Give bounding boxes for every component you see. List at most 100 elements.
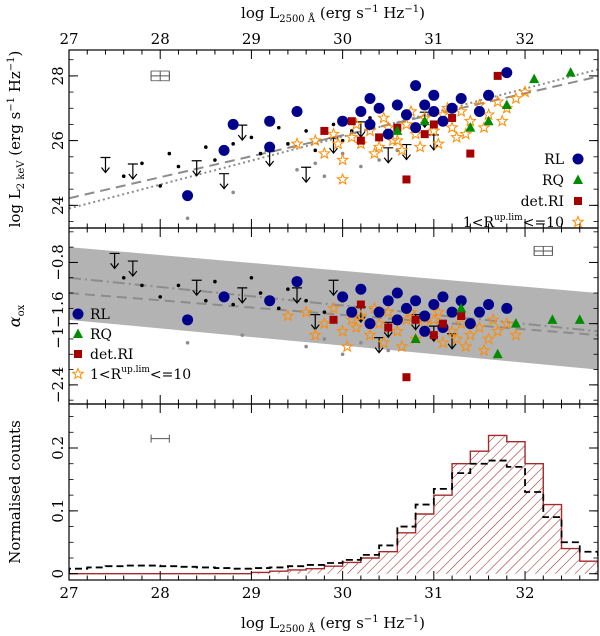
x-tick-label: 29	[242, 584, 261, 602]
error-bar-middle	[533, 245, 553, 256]
point-smallblack-1	[140, 161, 144, 166]
plot-area-top	[69, 67, 598, 221]
point-RL-1	[218, 144, 230, 156]
point-1Ruplim10-27	[395, 143, 409, 156]
point-1Ruplim10-29	[459, 127, 473, 140]
point-graysmall-4	[322, 174, 327, 179]
point-graysmall-2	[295, 167, 299, 172]
top-y-sub: 2 keV	[16, 160, 27, 190]
legend-marker-1	[573, 174, 583, 184]
point-RQ-4	[456, 302, 467, 313]
point-RL-23	[410, 80, 422, 92]
point-RQ-1	[483, 115, 494, 126]
top-axis-exp2: −1	[404, 4, 419, 15]
point-1Ruplim10-20	[481, 332, 496, 345]
y-tick-label: −2.4	[49, 367, 67, 403]
point-RL-6	[373, 306, 385, 318]
point-smallblack-8	[249, 135, 254, 140]
point-1Ruplim10-8	[372, 140, 386, 153]
legend-label-1: RQ	[90, 327, 112, 343]
point-RL-11	[419, 310, 431, 322]
point-graysmall-2	[304, 344, 308, 349]
point-smallblack-4	[176, 164, 181, 169]
point-smallblack-7	[231, 142, 235, 146]
point-smallblack-2	[158, 184, 163, 188]
point-RL-17	[446, 102, 458, 114]
point-smallblack-9	[276, 306, 281, 311]
point-1Ruplim10-24	[308, 328, 322, 341]
point-RQ-1	[547, 314, 558, 324]
legend-middle: RL RQ det.RI 1<Rup.lim<=10	[71, 307, 191, 383]
x-tick-label: 27	[59, 584, 78, 602]
top-panel-y-title: log L2 keV (erg s−1 Hz−1)	[6, 51, 27, 228]
point-RQ-0	[465, 122, 476, 132]
y-tick-label: 0.1	[49, 499, 67, 523]
point-1Ruplim10-34	[450, 332, 464, 345]
point-1Ruplim10-23	[509, 328, 523, 341]
point-RL-17	[483, 299, 495, 311]
point-graysmall-3	[313, 161, 318, 166]
point-RL-24	[428, 89, 440, 101]
point-RL-7	[355, 105, 367, 117]
top-y-exp2: −1	[6, 56, 17, 71]
point-RQ-5	[410, 333, 421, 343]
legend-label-1: RQ	[542, 173, 564, 189]
point-RQ-3	[529, 73, 540, 84]
point-1Ruplim10-16	[445, 324, 459, 337]
bottom-axis-end: )	[419, 614, 425, 632]
point-1Ruplim10-39	[413, 140, 427, 153]
point-RL-13	[410, 122, 422, 134]
point-RQ-6	[419, 115, 430, 126]
point-RL-18	[501, 302, 513, 314]
point-smallblack-17	[368, 116, 372, 120]
panel-top: 24 26 28 27 28 29 30 31 32 RL RQ det.RI 1<Rup.lim<=1…	[49, 30, 599, 231]
point-RL-7	[382, 295, 394, 307]
plot-area-bottom	[69, 434, 598, 575]
error-bar-box	[533, 245, 553, 256]
fit-line-dashed	[69, 292, 598, 337]
point-graysmall-6	[359, 164, 363, 169]
point-RQ-2	[501, 99, 512, 110]
x-tick-label: 27	[59, 30, 78, 48]
frame-bottom	[68, 403, 599, 581]
panel-bottom: 0 0.1 0.2 27 28 29 30 31 32	[49, 403, 599, 602]
middle-panel-y-title: αox	[5, 304, 27, 327]
x-tick-label: 32	[515, 584, 534, 602]
point-RL-10	[410, 295, 422, 307]
panels: 24 26 28 27 28 29 30 31 32 RL RQ det.RI 1<Rup.lim<=1…	[49, 30, 599, 602]
point-graysmall-3	[322, 337, 327, 341]
point-detRI-5	[457, 312, 466, 320]
point-1Ruplim10-10	[390, 133, 404, 147]
point-RL-21	[464, 318, 476, 330]
point-upperlimits-0	[109, 252, 120, 270]
point-upperlimits-5	[328, 279, 339, 297]
point-upperlimits-7	[383, 147, 394, 164]
point-1Ruplim10-5	[345, 312, 359, 326]
point-1Ruplim10-14	[427, 312, 441, 326]
top-axis-unit: (erg s	[315, 4, 364, 22]
top-axis-exp1: −1	[364, 4, 379, 15]
point-upperlimits-2	[191, 160, 202, 177]
point-upperlimits-1	[127, 163, 138, 180]
x-tick-label: 28	[151, 584, 170, 602]
point-smallblack-5	[204, 145, 208, 149]
point-upperlimits-4	[264, 150, 275, 167]
dispersion-band	[69, 247, 598, 370]
point-smallblack-12	[304, 129, 308, 133]
y-tick-label: 0	[49, 569, 67, 579]
point-smallblack-11	[286, 142, 290, 146]
error-bar-bottom	[150, 434, 170, 443]
legend-marker-2	[74, 350, 82, 358]
point-RL-15	[428, 105, 440, 117]
point-RL-0	[182, 190, 194, 202]
point-graysmall-4	[340, 352, 345, 357]
middle-y-sub: ox	[16, 304, 27, 316]
point-RL-4	[337, 291, 349, 303]
fit-line-dotted	[69, 68, 598, 210]
point-upperlimits-3	[237, 124, 248, 142]
point-graysmall-7	[377, 158, 381, 162]
bottom-axis-label: log L	[241, 614, 279, 632]
bottom-axis-unit: (erg s	[315, 614, 364, 632]
legend-label-3: 1<Rup.lim<=10	[90, 365, 191, 383]
point-detRI-6	[466, 149, 475, 158]
